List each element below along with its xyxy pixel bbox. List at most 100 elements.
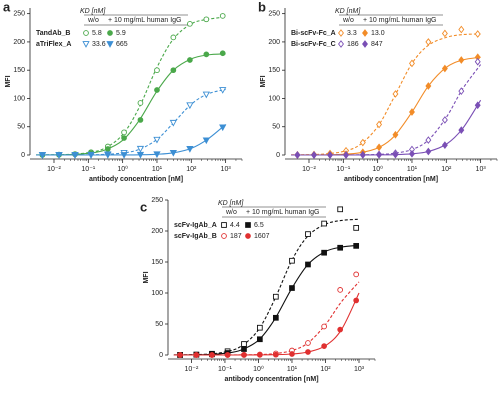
data-point bbox=[289, 257, 295, 264]
data-point bbox=[321, 249, 327, 256]
data-point bbox=[219, 50, 226, 57]
data-point bbox=[289, 351, 295, 357]
y-tick-label: 100 bbox=[13, 95, 25, 102]
data-point bbox=[272, 314, 279, 321]
data-point bbox=[458, 126, 465, 134]
legend-kd: 3.3 bbox=[347, 30, 357, 37]
data-point bbox=[337, 206, 344, 213]
y-tick-label: 150 bbox=[151, 259, 163, 266]
data-point bbox=[441, 141, 448, 149]
legend-marker bbox=[221, 222, 227, 228]
panel-label: b bbox=[258, 0, 266, 14]
legend-kd: 847 bbox=[371, 41, 383, 48]
data-point bbox=[193, 352, 200, 358]
data-point bbox=[203, 16, 210, 23]
y-axis-label: MFI bbox=[143, 271, 150, 283]
data-point bbox=[425, 82, 432, 90]
data-point bbox=[219, 13, 226, 19]
x-tick-label: 10¹ bbox=[152, 166, 163, 173]
fit-curve bbox=[173, 281, 360, 356]
data-point bbox=[458, 25, 465, 34]
data-point bbox=[153, 136, 161, 144]
data-point bbox=[241, 346, 247, 352]
y-tick-label: 200 bbox=[13, 39, 25, 46]
x-tick-label: 10³ bbox=[476, 166, 487, 173]
legend-name: scFv-IgAb_A bbox=[174, 222, 217, 229]
data-point bbox=[136, 145, 145, 153]
data-point bbox=[353, 225, 360, 231]
data-point bbox=[241, 352, 247, 358]
data-point bbox=[294, 151, 301, 159]
legend-marker bbox=[221, 233, 227, 239]
legend-kd: 5.9 bbox=[116, 30, 126, 37]
legend-header: KD [nM] bbox=[80, 8, 106, 15]
legend-kd: 1607 bbox=[254, 233, 270, 240]
data-point bbox=[376, 151, 383, 159]
data-point bbox=[170, 67, 177, 74]
data-point bbox=[392, 150, 399, 159]
data-point bbox=[343, 151, 350, 159]
data-point bbox=[121, 129, 127, 136]
data-point bbox=[474, 57, 481, 66]
data-point bbox=[209, 352, 215, 358]
data-point bbox=[121, 135, 127, 141]
y-tick-label: 0 bbox=[159, 352, 163, 359]
data-point bbox=[376, 120, 383, 129]
legend-name: Bi-scFv-Fc_C bbox=[291, 41, 336, 48]
data-point bbox=[170, 34, 177, 41]
legend-column: + 10 mg/mL human IgG bbox=[108, 17, 181, 24]
data-point bbox=[136, 151, 145, 159]
data-point bbox=[321, 220, 327, 227]
legend-column: w/o bbox=[342, 17, 354, 24]
y-tick-label: 50 bbox=[272, 124, 280, 131]
x-tick-label: 10⁰ bbox=[117, 165, 128, 173]
data-point bbox=[169, 119, 177, 127]
fit-curve bbox=[291, 33, 481, 156]
panel-label: a bbox=[3, 0, 11, 14]
data-point bbox=[154, 67, 160, 74]
data-point bbox=[177, 352, 183, 358]
fit-curve bbox=[36, 16, 226, 156]
y-tick-label: 200 bbox=[268, 39, 280, 46]
fit-curve bbox=[291, 99, 482, 156]
data-point bbox=[169, 149, 177, 157]
y-tick-label: 250 bbox=[268, 10, 280, 17]
legend-column: + 10 mg/mL human IgG bbox=[246, 209, 319, 216]
data-point bbox=[392, 130, 399, 139]
data-point bbox=[87, 152, 95, 159]
data-point bbox=[137, 117, 144, 123]
y-tick-label: 100 bbox=[268, 95, 280, 102]
x-tick-label: 10² bbox=[186, 166, 197, 173]
data-point bbox=[256, 352, 263, 358]
x-tick-label: 10³ bbox=[221, 166, 232, 173]
fit-curve bbox=[291, 64, 482, 156]
legend-header: KD [nM] bbox=[335, 8, 361, 15]
y-tick-label: 150 bbox=[13, 67, 25, 74]
data-point bbox=[425, 38, 432, 46]
legend-kd: 33.6 bbox=[92, 41, 106, 48]
panel: b 0 50 100 150 200 250 10⁻² 10⁻¹ 10⁰ 10¹ 10² 10³ anti… bbox=[258, 0, 498, 183]
x-tick-label: 10³ bbox=[354, 366, 365, 373]
fit-curve bbox=[173, 292, 360, 356]
x-tick-label: 10⁻¹ bbox=[336, 166, 350, 173]
data-point bbox=[137, 100, 144, 106]
x-tick-label: 10² bbox=[441, 166, 452, 173]
data-point bbox=[409, 108, 415, 116]
legend-kd: 5.8 bbox=[92, 30, 102, 37]
data-point bbox=[441, 29, 448, 38]
legend-name: Bi-scFv-Fc_A bbox=[291, 30, 336, 37]
y-tick-label: 250 bbox=[13, 10, 25, 17]
data-point bbox=[311, 151, 317, 159]
legend-header: KD [nM] bbox=[218, 200, 244, 207]
legend-kd: 13.0 bbox=[371, 30, 385, 37]
legend-kd: 6.5 bbox=[254, 222, 264, 229]
y-tick-label: 50 bbox=[17, 124, 25, 131]
data-point bbox=[202, 137, 210, 145]
data-point bbox=[186, 102, 194, 110]
data-point bbox=[337, 326, 344, 333]
data-point bbox=[219, 87, 227, 94]
legend-marker bbox=[338, 40, 344, 48]
legend-name: aTriFlex_A bbox=[36, 41, 71, 48]
x-tick-label: 10⁰ bbox=[253, 365, 264, 373]
data-point bbox=[305, 349, 311, 355]
